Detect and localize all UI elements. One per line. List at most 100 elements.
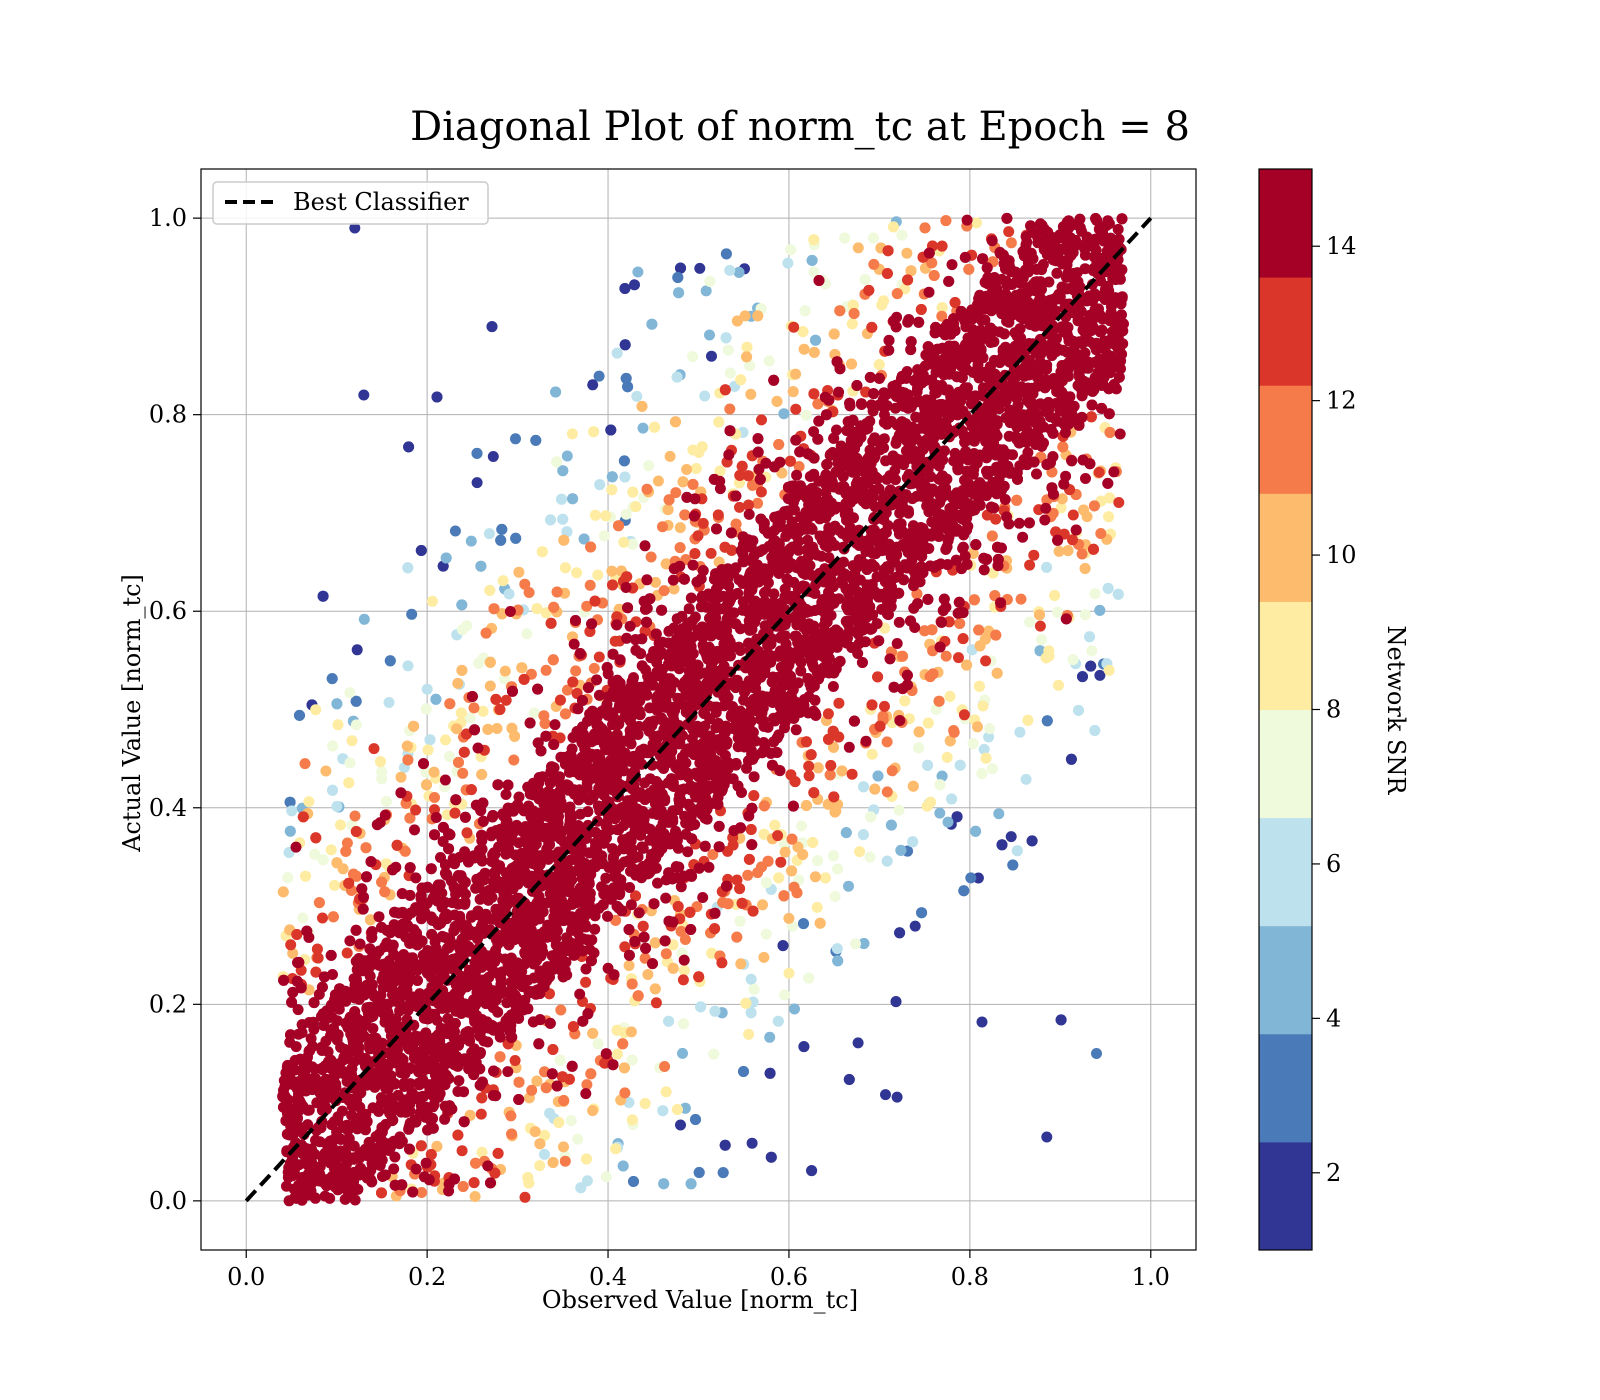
scatter-point bbox=[748, 790, 760, 802]
scatter-point bbox=[402, 754, 414, 766]
scatter-point bbox=[519, 578, 531, 590]
scatter-point bbox=[506, 1128, 518, 1140]
scatter-point bbox=[497, 575, 509, 587]
scatter-point bbox=[566, 428, 578, 440]
scatter-point bbox=[313, 897, 325, 909]
scatter-point bbox=[951, 811, 963, 823]
scatter-point bbox=[704, 329, 715, 341]
scatter-point bbox=[739, 310, 751, 322]
scatter-point bbox=[827, 725, 839, 737]
scatter-point bbox=[687, 478, 699, 490]
scatter-point bbox=[476, 1092, 488, 1104]
scatter-point bbox=[711, 523, 722, 535]
scatter-point bbox=[986, 530, 998, 542]
scatter-point bbox=[1047, 427, 1059, 439]
scatter-point bbox=[738, 1066, 749, 1077]
scatter-point bbox=[611, 347, 623, 359]
scatter-point bbox=[631, 390, 643, 402]
scatter-point bbox=[619, 339, 631, 351]
scatter-point bbox=[325, 844, 337, 856]
scatter-point bbox=[847, 299, 859, 311]
scatter-point bbox=[789, 1003, 800, 1015]
scatter-point bbox=[487, 451, 499, 462]
scatter-point bbox=[990, 513, 1002, 525]
scatter-point bbox=[832, 863, 844, 875]
scatter-point bbox=[550, 386, 562, 398]
scatter-point bbox=[588, 662, 600, 674]
scatter-point bbox=[626, 538, 638, 550]
scatter-point bbox=[606, 565, 618, 577]
scatter-point bbox=[675, 1119, 686, 1131]
scatter-point bbox=[707, 849, 719, 860]
scatter-point bbox=[297, 912, 309, 924]
scatter-point bbox=[632, 266, 644, 278]
scatter-point bbox=[899, 695, 911, 707]
scatter-point bbox=[894, 927, 906, 939]
scatter-point bbox=[513, 1094, 525, 1105]
scatter-point bbox=[808, 266, 820, 278]
scatter-point bbox=[484, 656, 496, 668]
scatter-point bbox=[846, 318, 858, 330]
scatter-point bbox=[284, 825, 296, 837]
scatter-point bbox=[714, 465, 726, 477]
scatter-point bbox=[851, 380, 863, 391]
scatter-point bbox=[744, 360, 756, 372]
scatter-point bbox=[720, 332, 732, 344]
scatter-point bbox=[748, 983, 760, 995]
scatter-point bbox=[752, 867, 764, 879]
scatter-point bbox=[636, 400, 648, 412]
scatter-point bbox=[534, 1138, 546, 1150]
scatter-point bbox=[650, 997, 662, 1009]
scatter-point bbox=[539, 1148, 550, 1160]
scatter-point bbox=[812, 855, 824, 867]
scatter-point bbox=[402, 660, 414, 672]
scatter-point bbox=[796, 820, 807, 832]
scatter-point bbox=[430, 693, 442, 705]
scatter-point bbox=[1112, 588, 1124, 600]
scatter-point bbox=[440, 734, 451, 746]
scatter-point bbox=[692, 530, 704, 542]
scatter-point bbox=[572, 1133, 584, 1145]
scatter-point bbox=[529, 1126, 541, 1138]
scatter-point bbox=[548, 601, 560, 613]
scatter-point bbox=[922, 717, 934, 729]
scatter-point bbox=[848, 308, 860, 319]
scatter-point bbox=[977, 700, 989, 712]
scatter-point bbox=[558, 1095, 570, 1106]
scatter-point bbox=[976, 1016, 988, 1028]
scatter-point bbox=[693, 971, 705, 983]
scatter-point bbox=[800, 736, 812, 748]
scatter-point bbox=[622, 602, 634, 614]
scatter-point bbox=[828, 741, 839, 753]
scatter-point bbox=[341, 947, 353, 959]
scatter-point bbox=[626, 1054, 638, 1066]
scatter-point bbox=[926, 624, 938, 636]
scatter-point bbox=[658, 585, 670, 597]
scatter-point bbox=[587, 1027, 599, 1039]
scatter-point bbox=[486, 321, 498, 333]
scatter-point bbox=[940, 650, 952, 662]
scatter-point bbox=[734, 883, 746, 895]
scatter-point bbox=[580, 976, 592, 988]
scatter-point bbox=[803, 760, 815, 772]
scatter-point bbox=[629, 279, 640, 291]
scatter-point bbox=[507, 802, 519, 814]
scatter-point bbox=[790, 403, 802, 415]
scatter-point bbox=[830, 805, 842, 817]
scatter-point bbox=[376, 1187, 387, 1199]
scatter-point bbox=[505, 1110, 517, 1122]
scatter-point bbox=[592, 1038, 604, 1050]
scatter-point bbox=[593, 370, 605, 382]
scatter-point bbox=[628, 1176, 639, 1187]
scatter-point bbox=[859, 274, 871, 286]
scatter-point bbox=[709, 923, 721, 935]
scatter-point bbox=[619, 941, 631, 953]
scatter-point bbox=[477, 705, 489, 717]
scatter-point bbox=[406, 608, 418, 620]
scatter-point bbox=[476, 769, 488, 780]
scatter-point bbox=[465, 535, 477, 547]
scatter-point bbox=[1055, 1014, 1067, 1026]
scatter-point bbox=[649, 937, 661, 949]
scatter-point bbox=[571, 567, 583, 579]
scatter-point bbox=[592, 569, 604, 581]
